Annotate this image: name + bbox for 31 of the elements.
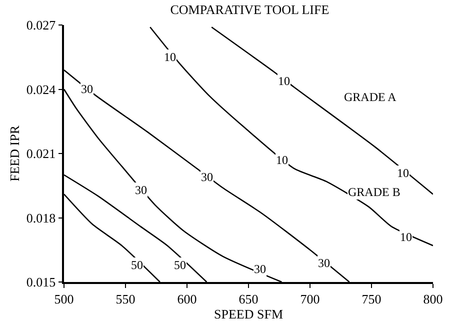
annotation: 10 bbox=[164, 50, 176, 64]
x-axis-title: SPEED SFM bbox=[214, 306, 284, 322]
annotation: 30 bbox=[81, 82, 93, 96]
annotation: 30 bbox=[201, 170, 213, 184]
annotation: 50 bbox=[174, 258, 186, 272]
y-tick-label: 0.021 bbox=[26, 146, 56, 162]
annotation: 30 bbox=[254, 262, 266, 276]
x-tick-label: 800 bbox=[423, 291, 443, 306]
annotation: GRADE A bbox=[344, 90, 397, 104]
y-tick-label: 0.024 bbox=[26, 82, 56, 97]
x-tick-label: 500 bbox=[54, 291, 74, 306]
x-tick-label: 700 bbox=[300, 291, 320, 306]
x-tick-label: 550 bbox=[116, 291, 136, 306]
chart-title: COMPARATIVE TOOL LIFE bbox=[170, 2, 330, 18]
line-series bbox=[149, 26, 433, 246]
x-tick-label: 750 bbox=[362, 291, 382, 306]
annotation: 50 bbox=[131, 258, 143, 272]
annotation: 10 bbox=[397, 166, 409, 180]
annotation: 10 bbox=[400, 230, 412, 244]
line-series bbox=[210, 26, 433, 195]
y-tick-label: 0.027 bbox=[26, 18, 56, 33]
annotation: 10 bbox=[278, 74, 290, 88]
y-tick-label: 0.015 bbox=[26, 274, 56, 290]
annotation: 30 bbox=[318, 256, 330, 270]
annotation: GRADE B bbox=[348, 185, 400, 199]
annotation: 30 bbox=[135, 183, 147, 197]
y-axis-title: FEED IPR bbox=[6, 125, 22, 182]
annotation: 10 bbox=[276, 153, 288, 167]
x-tick-label: 650 bbox=[238, 291, 258, 306]
y-tick-label: 0.018 bbox=[26, 210, 56, 226]
x-tick-label: 600 bbox=[177, 291, 197, 306]
